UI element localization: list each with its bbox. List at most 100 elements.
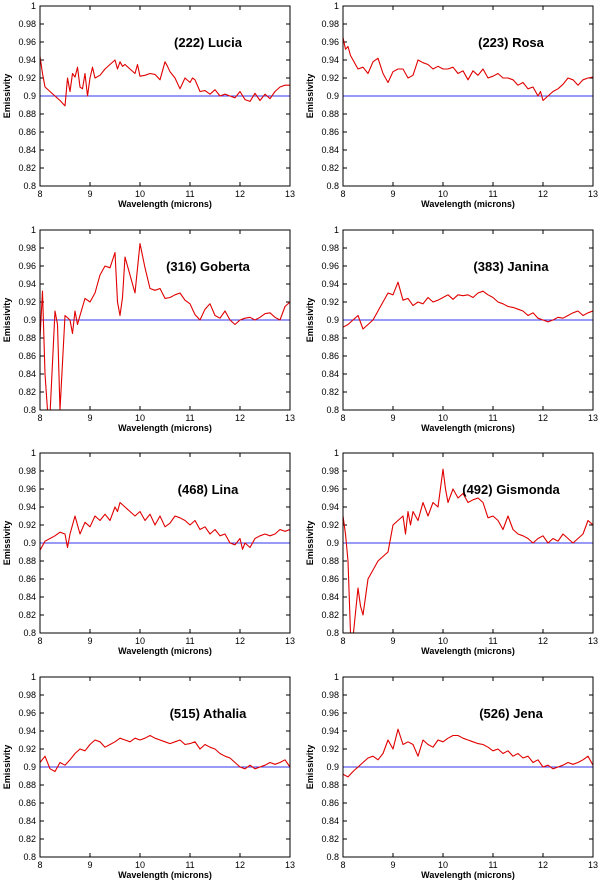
y-tick-label: 0.9: [23, 315, 36, 325]
y-tick-label: 0.98: [321, 690, 339, 700]
y-tick-label: 1: [334, 672, 339, 682]
y-tick-label: 0.8: [326, 628, 339, 638]
y-tick-label: 0.94: [321, 55, 339, 65]
x-tick-label: 11: [185, 636, 194, 646]
y-tick-label: 0.86: [18, 574, 36, 584]
x-tick-label: 11: [185, 189, 194, 199]
y-tick-label: 0.84: [321, 145, 339, 155]
y-axis-label: Emissivity: [2, 298, 12, 343]
x-tick-label: 11: [488, 860, 497, 870]
x-axis-label: Wavelength (microns): [118, 423, 212, 433]
y-axis-label: Emissivity: [305, 74, 315, 119]
plot-frame: [39, 676, 291, 858]
x-tick-label: 11: [185, 413, 194, 423]
x-tick-label: 9: [390, 413, 395, 423]
y-axis-label: Emissivity: [305, 745, 315, 790]
y-tick-label: 1: [31, 672, 36, 682]
x-tick-label: 11: [488, 636, 497, 646]
y-tick-label: 0.9: [326, 762, 339, 772]
plot-frame: [39, 229, 291, 411]
y-tick-label: 0.86: [321, 798, 339, 808]
x-axis-label: Wavelength (microns): [421, 423, 515, 433]
x-axis-label: Wavelength (microns): [118, 870, 212, 880]
x-tick-label: 13: [588, 413, 598, 423]
x-tick-label: 8: [340, 636, 345, 646]
x-tick-label: 11: [185, 860, 194, 870]
x-tick-label: 13: [588, 189, 598, 199]
x-tick-label: 13: [285, 189, 295, 199]
y-tick-label: 0.94: [321, 726, 339, 736]
x-tick-label: 9: [390, 860, 395, 870]
x-axis-label: Wavelength (microns): [421, 646, 515, 656]
x-tick-label: 13: [588, 860, 598, 870]
y-tick-label: 0.82: [321, 610, 339, 620]
emissivity-series-line: [40, 56, 290, 107]
chart-223-rosa: 0.8 0.82 0.84 0.86 0.88 0.9 0.92 0.94 0.96 0.98 1 8…: [305, 1, 598, 209]
chart-title: (222) Lucia: [174, 35, 243, 50]
x-tick-label: 8: [37, 413, 42, 423]
y-tick-label: 0.96: [18, 484, 36, 494]
y-tick-label: 0.98: [321, 466, 339, 476]
x-tick-label: 13: [285, 636, 295, 646]
y-tick-label: 0.92: [18, 744, 36, 754]
x-tick-label: 10: [438, 189, 448, 199]
y-tick-label: 0.84: [18, 816, 36, 826]
x-tick-label: 8: [37, 189, 42, 199]
x-tick-label: 8: [37, 636, 42, 646]
x-tick-label: 10: [135, 189, 145, 199]
plot-frame: [39, 452, 291, 634]
y-tick-label: 0.86: [321, 127, 339, 137]
y-tick-label: 1: [31, 448, 36, 458]
chart-383-janina: 0.8 0.82 0.84 0.86 0.88 0.9 0.92 0.94 0.96 0.98 1 8…: [305, 225, 598, 433]
x-tick-label: 8: [340, 413, 345, 423]
y-axis-label: Emissivity: [2, 745, 12, 790]
chart-526-jena: 0.8 0.82 0.84 0.86 0.88 0.9 0.92 0.94 0.96 0.98 1 8…: [305, 672, 598, 880]
y-tick-label: 0.9: [23, 91, 36, 101]
y-tick-label: 1: [31, 1, 36, 11]
y-tick-label: 0.86: [18, 798, 36, 808]
y-tick-label: 1: [31, 225, 36, 235]
y-tick-label: 0.82: [18, 610, 36, 620]
y-tick-label: 0.88: [18, 556, 36, 566]
y-tick-label: 0.98: [321, 243, 339, 253]
plot-frame: [39, 5, 291, 187]
y-tick-label: 0.94: [18, 502, 36, 512]
x-tick-label: 10: [438, 636, 448, 646]
x-tick-label: 12: [235, 413, 245, 423]
y-tick-label: 0.96: [18, 261, 36, 271]
chart-515-athalia: 0.8 0.82 0.84 0.86 0.88 0.9 0.92 0.94 0.96 0.98 1 8…: [2, 672, 295, 880]
plot-frame: [342, 5, 594, 187]
x-tick-label: 8: [340, 860, 345, 870]
x-tick-label: 12: [538, 860, 548, 870]
chart-title: (526) Jena: [479, 706, 543, 721]
plot-frame: [342, 229, 594, 411]
emissivity-series-line: [40, 242, 290, 410]
x-axis-label: Wavelength (microns): [421, 870, 515, 880]
y-tick-label: 0.98: [18, 690, 36, 700]
y-tick-label: 0.94: [18, 279, 36, 289]
y-tick-label: 0.96: [321, 708, 339, 718]
y-tick-label: 0.92: [321, 744, 339, 754]
y-tick-label: 1: [334, 448, 339, 458]
y-tick-label: 1: [334, 1, 339, 11]
y-tick-label: 0.8: [23, 628, 36, 638]
y-tick-label: 0.9: [23, 762, 36, 772]
y-tick-label: 0.96: [18, 37, 36, 47]
chart-316-goberta: 0.8 0.82 0.84 0.86 0.88 0.9 0.92 0.94 0.96 0.98 1 8…: [2, 225, 295, 433]
x-tick-label: 9: [87, 413, 92, 423]
chart-title: (383) Janina: [473, 259, 549, 274]
y-tick-label: 0.9: [326, 91, 339, 101]
y-tick-label: 0.86: [321, 351, 339, 361]
x-tick-label: 9: [87, 860, 92, 870]
x-axis-label: Wavelength (microns): [118, 199, 212, 209]
y-tick-label: 0.94: [321, 502, 339, 512]
x-tick-label: 11: [488, 413, 497, 423]
x-tick-label: 10: [438, 860, 448, 870]
x-tick-label: 13: [588, 636, 598, 646]
x-tick-label: 10: [135, 860, 145, 870]
y-tick-label: 0.92: [18, 73, 36, 83]
y-tick-label: 0.96: [321, 37, 339, 47]
emissivity-series-line: [40, 734, 290, 773]
emissivity-series-line: [40, 501, 290, 551]
